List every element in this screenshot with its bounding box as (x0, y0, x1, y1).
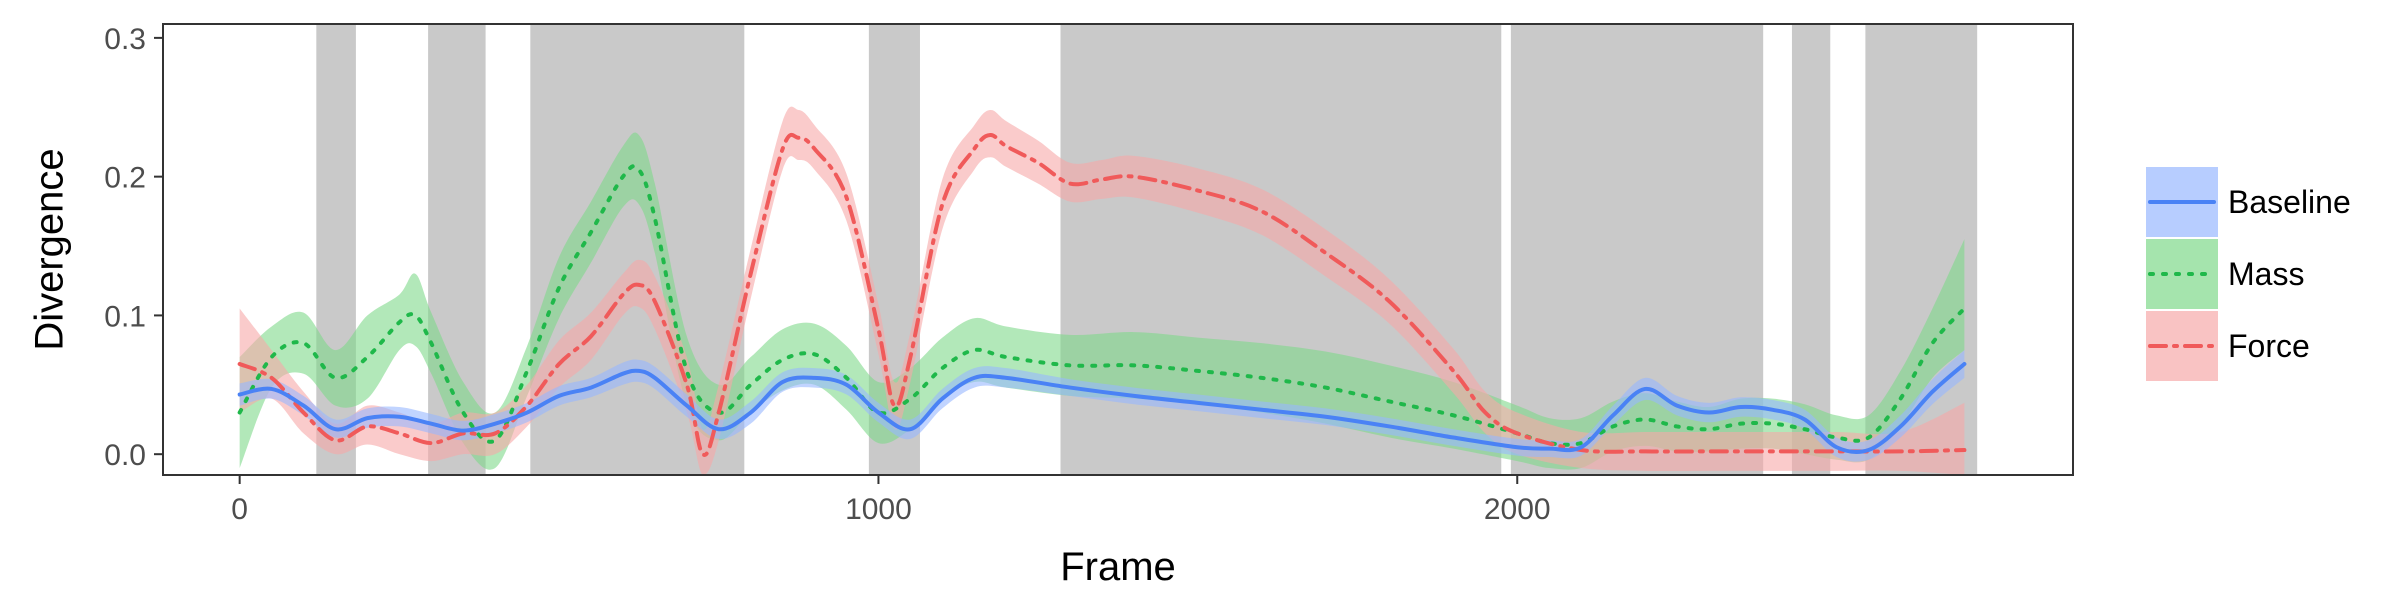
baseline-series-line (237, 361, 1967, 455)
plot-panel-border (162, 23, 2074, 476)
force-legend-label: Force (2228, 328, 2310, 364)
force-confidence-band (239, 106, 1965, 476)
mass-series-line (237, 164, 1967, 447)
y-tick-label: 0.1 (104, 300, 146, 333)
y-tick-label: 0.2 (104, 162, 146, 195)
x-tick-label: 0 (231, 493, 248, 526)
y-tick-label: 0.0 (104, 439, 146, 472)
axes: 0 1000 2000 0.0 0.1 0.2 0.3 (104, 23, 1550, 526)
x-tick-label: 2000 (1484, 493, 1551, 526)
y-tick-label: 0.3 (104, 23, 146, 56)
force-series-line (237, 132, 1967, 457)
shaded-region (1791, 24, 1831, 475)
mass-legend-key (2146, 239, 2218, 309)
y-axis-title: Divergence (28, 148, 72, 350)
x-tick-label: 1000 (845, 493, 912, 526)
baseline-legend-label: Baseline (2228, 184, 2351, 220)
legend: Baseline Mass Force (2146, 167, 2351, 381)
x-axis-title: Frame (1060, 545, 1176, 589)
series-lines (237, 132, 1967, 457)
baseline-confidence-band (239, 350, 1965, 462)
confidence-bands (239, 106, 1965, 476)
mass-legend-label: Mass (2228, 256, 2304, 292)
